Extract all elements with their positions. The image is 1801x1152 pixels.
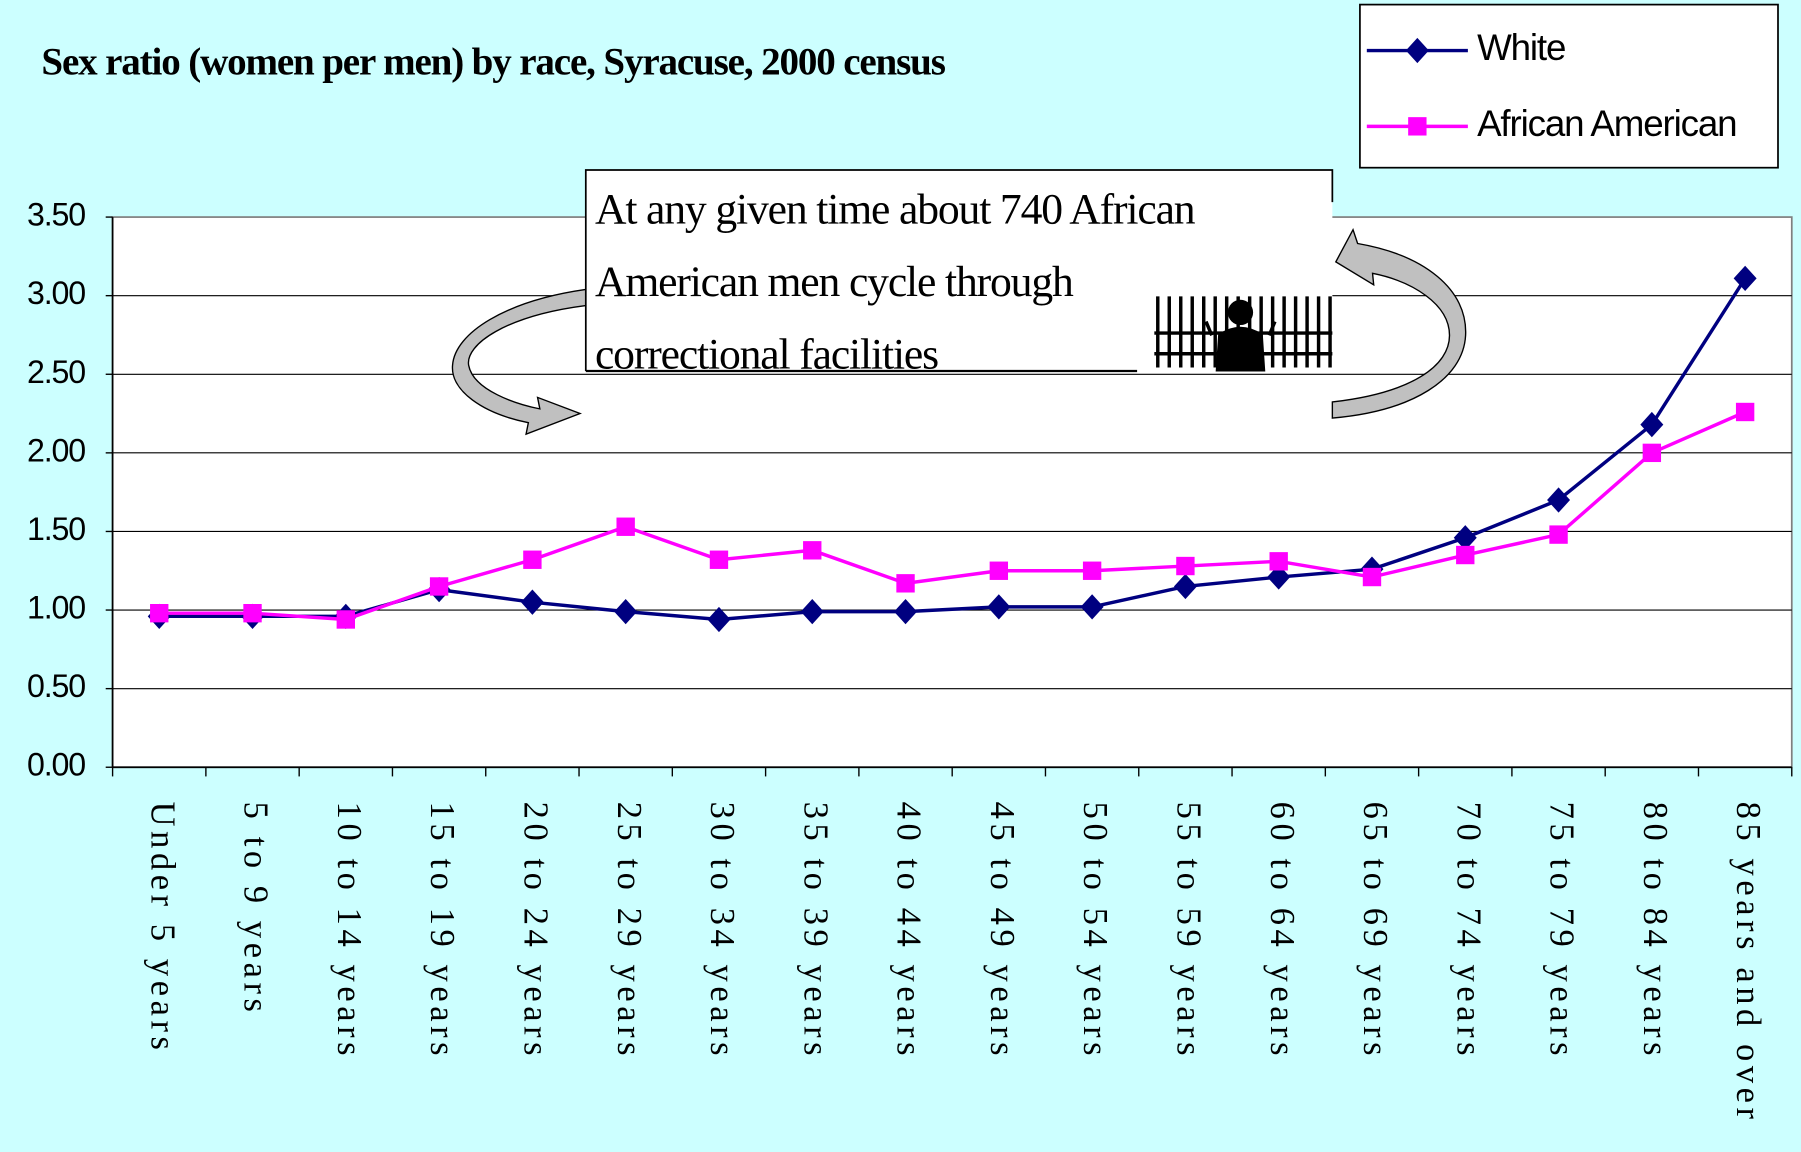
y-tick-label: 1.00 xyxy=(27,590,85,626)
x-tick-label: 25 to 29 years xyxy=(610,802,648,1060)
y-tick-label: 2.50 xyxy=(27,354,85,390)
y-tick-label: 2.00 xyxy=(27,432,85,468)
point-marker xyxy=(896,574,914,592)
x-tick-label: Under 5 years xyxy=(143,802,181,1055)
x-tick-label: 55 to 59 years xyxy=(1169,802,1207,1060)
annotation-text: correctional facilities xyxy=(595,330,938,378)
point-marker xyxy=(1549,525,1567,543)
x-tick-label: 75 to 79 years xyxy=(1543,802,1581,1060)
annotation-text: At any given time about 740 African xyxy=(595,186,1196,234)
x-tick-label: 15 to 19 years xyxy=(423,802,461,1060)
chart: Sex ratio (women per men) by race, Syrac… xyxy=(0,0,1801,1152)
x-tick-label: 70 to 74 years xyxy=(1449,802,1487,1060)
y-tick-label: 3.00 xyxy=(27,275,85,311)
point-marker xyxy=(1736,403,1754,421)
x-tick-label: 60 to 64 years xyxy=(1263,802,1301,1060)
x-tick-label: 30 to 34 years xyxy=(703,802,741,1060)
point-marker xyxy=(1083,562,1101,580)
x-tick-label: 65 to 69 years xyxy=(1356,802,1394,1060)
point-marker xyxy=(990,562,1008,580)
point-marker xyxy=(523,551,541,569)
y-tick-label: 1.50 xyxy=(27,511,85,547)
prison-icon xyxy=(1154,296,1332,370)
x-tick-label: 20 to 24 years xyxy=(516,802,554,1060)
annotation-text: American men cycle through xyxy=(595,258,1074,306)
x-tick-label: 35 to 39 years xyxy=(796,802,834,1060)
point-marker xyxy=(430,577,448,595)
point-marker xyxy=(1176,557,1194,575)
point-marker xyxy=(1363,568,1381,586)
page: {"chart_data": { "type": "line", "title"… xyxy=(0,0,1801,1152)
point-marker xyxy=(337,610,355,628)
point-marker xyxy=(1408,117,1426,135)
y-tick-label: 0.50 xyxy=(27,668,85,704)
x-tick-label: 80 to 84 years xyxy=(1636,802,1674,1060)
x-tick-label: 40 to 44 years xyxy=(890,802,928,1060)
legend-label: White xyxy=(1477,27,1565,68)
head xyxy=(1228,300,1253,325)
point-marker xyxy=(710,551,728,569)
point-marker xyxy=(1456,546,1474,564)
point-marker xyxy=(1270,552,1288,570)
legend-label: African American xyxy=(1477,103,1736,144)
x-tick-label: 10 to 14 years xyxy=(330,802,368,1060)
chart-title: Sex ratio (women per men) by race, Syrac… xyxy=(41,40,945,83)
y-tick-label: 3.50 xyxy=(27,197,85,233)
x-tick-label: 85 years and over xyxy=(1729,802,1767,1124)
point-marker xyxy=(803,541,821,559)
point-marker xyxy=(1643,444,1661,462)
point-marker xyxy=(616,518,634,536)
x-tick-label: 50 to 54 years xyxy=(1076,802,1114,1060)
x-tick-label: 5 to 9 years xyxy=(237,802,275,1017)
point-marker xyxy=(150,604,168,622)
point-marker xyxy=(243,604,261,622)
y-tick-label: 0.00 xyxy=(27,747,85,783)
x-tick-label: 45 to 49 years xyxy=(983,802,1021,1060)
